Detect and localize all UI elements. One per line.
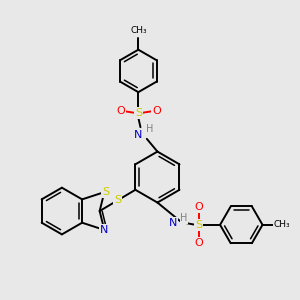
Text: N: N [100,225,109,235]
Text: S: S [102,187,109,197]
Text: H: H [146,124,154,134]
Text: CH₃: CH₃ [130,26,147,35]
Text: S: S [195,220,203,230]
Text: O: O [194,238,203,248]
Text: CH₃: CH₃ [273,220,290,229]
Text: O: O [116,106,125,116]
Text: S: S [114,195,121,206]
Text: S: S [135,108,142,118]
Text: O: O [152,106,161,116]
Text: N: N [169,218,178,228]
Text: N: N [134,130,142,140]
Text: H: H [180,214,188,224]
Text: O: O [194,202,203,212]
